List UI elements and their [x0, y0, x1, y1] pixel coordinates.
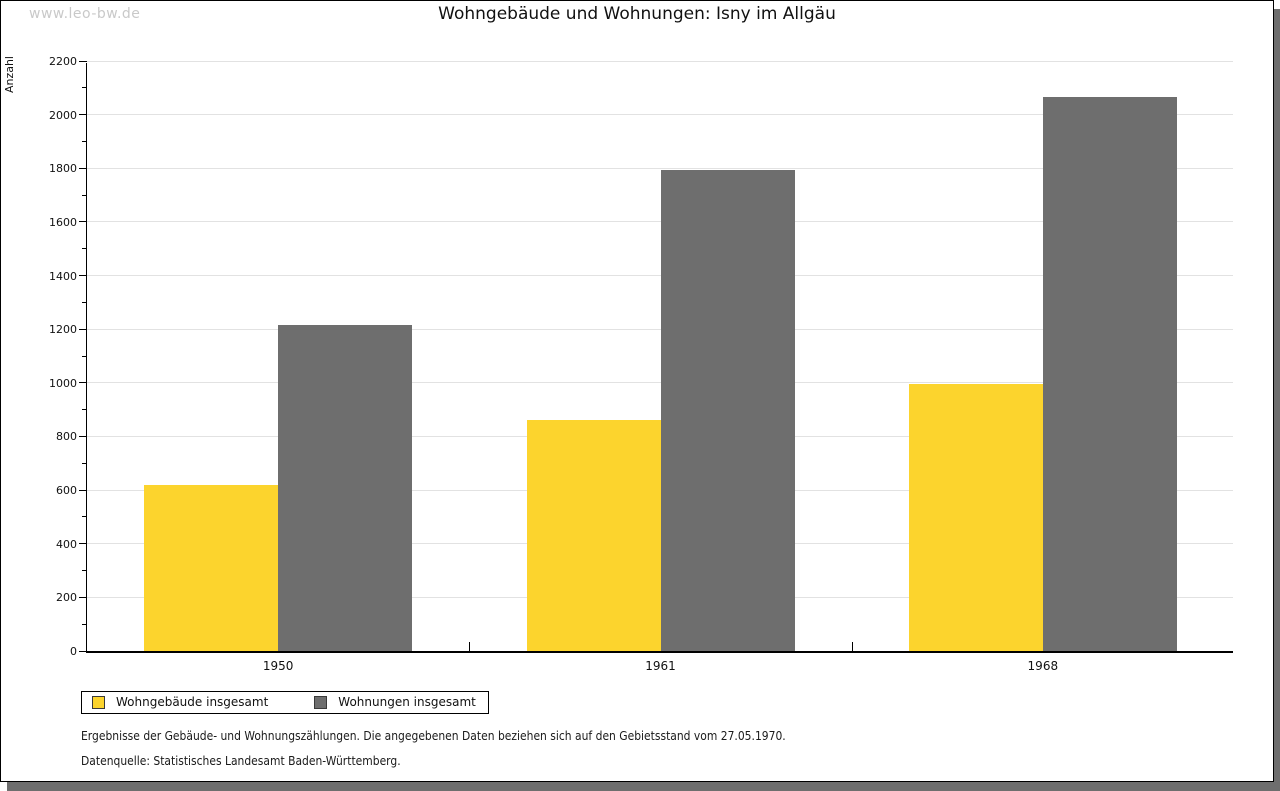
x-axis-label-1968: 1968: [1027, 659, 1059, 673]
y-tick-label-1200: 1200: [49, 323, 77, 337]
y-tick-2000: [79, 114, 87, 116]
x-axis-separator-tick: [469, 642, 471, 651]
gridline-1800: [87, 167, 1233, 169]
legend-label-wohnungen: Wohnungen insgesamt: [338, 695, 476, 709]
plot-area: 0 200 400 600 800 1000 1200 1400 1600 1800 2000 220…: [49, 55, 1233, 673]
gridline-1600: [87, 221, 1233, 223]
y-tick-0: [79, 650, 87, 652]
y-tick-1600: [79, 221, 87, 223]
y-tick-1400: [79, 275, 87, 277]
y-tick-label-1600: 1600: [49, 215, 77, 229]
legend-item-wohnungen: Wohnungen insgesamt: [314, 695, 476, 709]
y-tick-1300: [82, 301, 87, 303]
y-tick-1500: [82, 248, 87, 250]
y-tick-label-1000: 1000: [49, 376, 77, 390]
y-tick-900: [82, 409, 87, 411]
y-tick-label-600: 600: [56, 484, 77, 498]
y-tick-1100: [82, 355, 87, 357]
y-tick-800: [79, 435, 87, 437]
y-tick-100: [82, 623, 87, 625]
gridline-1000: [87, 382, 1233, 384]
bar-wohngebaeude-1961: [526, 420, 661, 651]
y-tick-label-0: 0: [70, 645, 77, 658]
y-tick-600: [79, 489, 87, 491]
y-tick-2200: [79, 60, 87, 62]
x-axis-label-1961: 1961: [645, 659, 676, 673]
y-tick-1900: [82, 140, 87, 142]
y-tick-700: [82, 462, 87, 464]
footnote-source-note: Ergebnisse der Gebäude- und Wohnungszähl…: [81, 728, 786, 743]
y-tick-500: [82, 516, 87, 518]
bar-wohnungen-1961: [660, 169, 795, 651]
y-tick-label-200: 200: [56, 591, 77, 605]
y-tick-1000: [79, 382, 87, 384]
bar-wohnungen-1950: [278, 325, 413, 651]
gridline-2200: [87, 60, 1233, 62]
legend-swatch-wohngebaeude: [92, 695, 105, 709]
gridline-2000: [87, 114, 1233, 116]
y-tick-label-2000: 2000: [49, 108, 77, 122]
legend-item-wohngebaeude: Wohngebäude insgesamt: [92, 695, 268, 709]
y-tick-1700: [82, 194, 87, 196]
footnote-data-source: Datenquelle: Statistisches Landesamt Bad…: [81, 753, 401, 768]
y-axis-label: Anzahl: [3, 56, 16, 94]
y-tick-label-1400: 1400: [49, 269, 77, 283]
legend-swatch-wohnungen: [314, 695, 328, 709]
y-tick-label-1800: 1800: [49, 162, 77, 176]
x-axis-separator-tick: [851, 642, 853, 651]
legend: Wohngebäude insgesamt Wohnungen insgesamt: [81, 691, 489, 714]
gridline-1200: [87, 328, 1233, 330]
gridline-1400: [87, 275, 1233, 277]
y-tick-200: [79, 596, 87, 598]
y-tick-label-400: 400: [56, 537, 77, 551]
y-tick-2100: [82, 87, 87, 89]
bar-wohnungen-1968: [1042, 97, 1177, 651]
y-tick-label-2200: 2200: [49, 55, 77, 68]
y-tick-1800: [79, 167, 87, 169]
y-tick-1200: [79, 328, 87, 330]
bar-wohngebaeude-1968: [908, 384, 1043, 651]
legend-label-wohngebaeude: Wohngebäude insgesamt: [116, 695, 269, 709]
x-axis-label-1950: 1950: [262, 659, 294, 673]
watermark: www.leo-bw.de: [29, 6, 141, 22]
y-tick-400: [79, 543, 87, 545]
y-tick-300: [82, 570, 87, 572]
y-tick-label-800: 800: [56, 430, 77, 444]
bar-wohngebaeude-1950: [144, 484, 279, 651]
chart-title: Wohngebäude und Wohnungen: Isny im Allgä…: [438, 4, 836, 24]
